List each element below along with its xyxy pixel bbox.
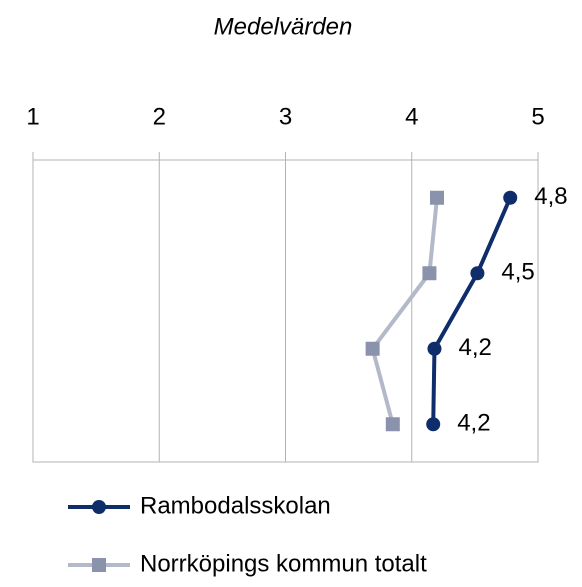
data-point xyxy=(470,266,485,281)
x-tick-label: 4 xyxy=(405,103,418,130)
data-label: 4,5 xyxy=(501,259,534,286)
data-label: 4,2 xyxy=(457,410,490,437)
data-label: 4,2 xyxy=(458,334,491,361)
x-tick-label: 3 xyxy=(279,103,292,130)
x-tick-label: 1 xyxy=(26,103,39,130)
data-point xyxy=(503,190,518,205)
data-point xyxy=(427,341,442,356)
legend-marker xyxy=(92,500,106,514)
x-tick-label: 2 xyxy=(153,103,166,130)
legend-label: Rambodalsskolan xyxy=(140,492,331,519)
data-point xyxy=(422,266,437,281)
legend-marker xyxy=(92,558,106,572)
data-label: 4,8 xyxy=(534,183,567,210)
data-point xyxy=(365,341,380,356)
data-point xyxy=(430,190,444,205)
series-line xyxy=(370,197,439,425)
data-point xyxy=(426,417,441,432)
legend-label: Norrköpings kommun totalt xyxy=(140,550,427,577)
series-line xyxy=(431,196,513,425)
chart-title: Medelvärden xyxy=(214,13,353,40)
x-tick-label: 5 xyxy=(531,103,544,130)
data-point xyxy=(385,417,400,432)
